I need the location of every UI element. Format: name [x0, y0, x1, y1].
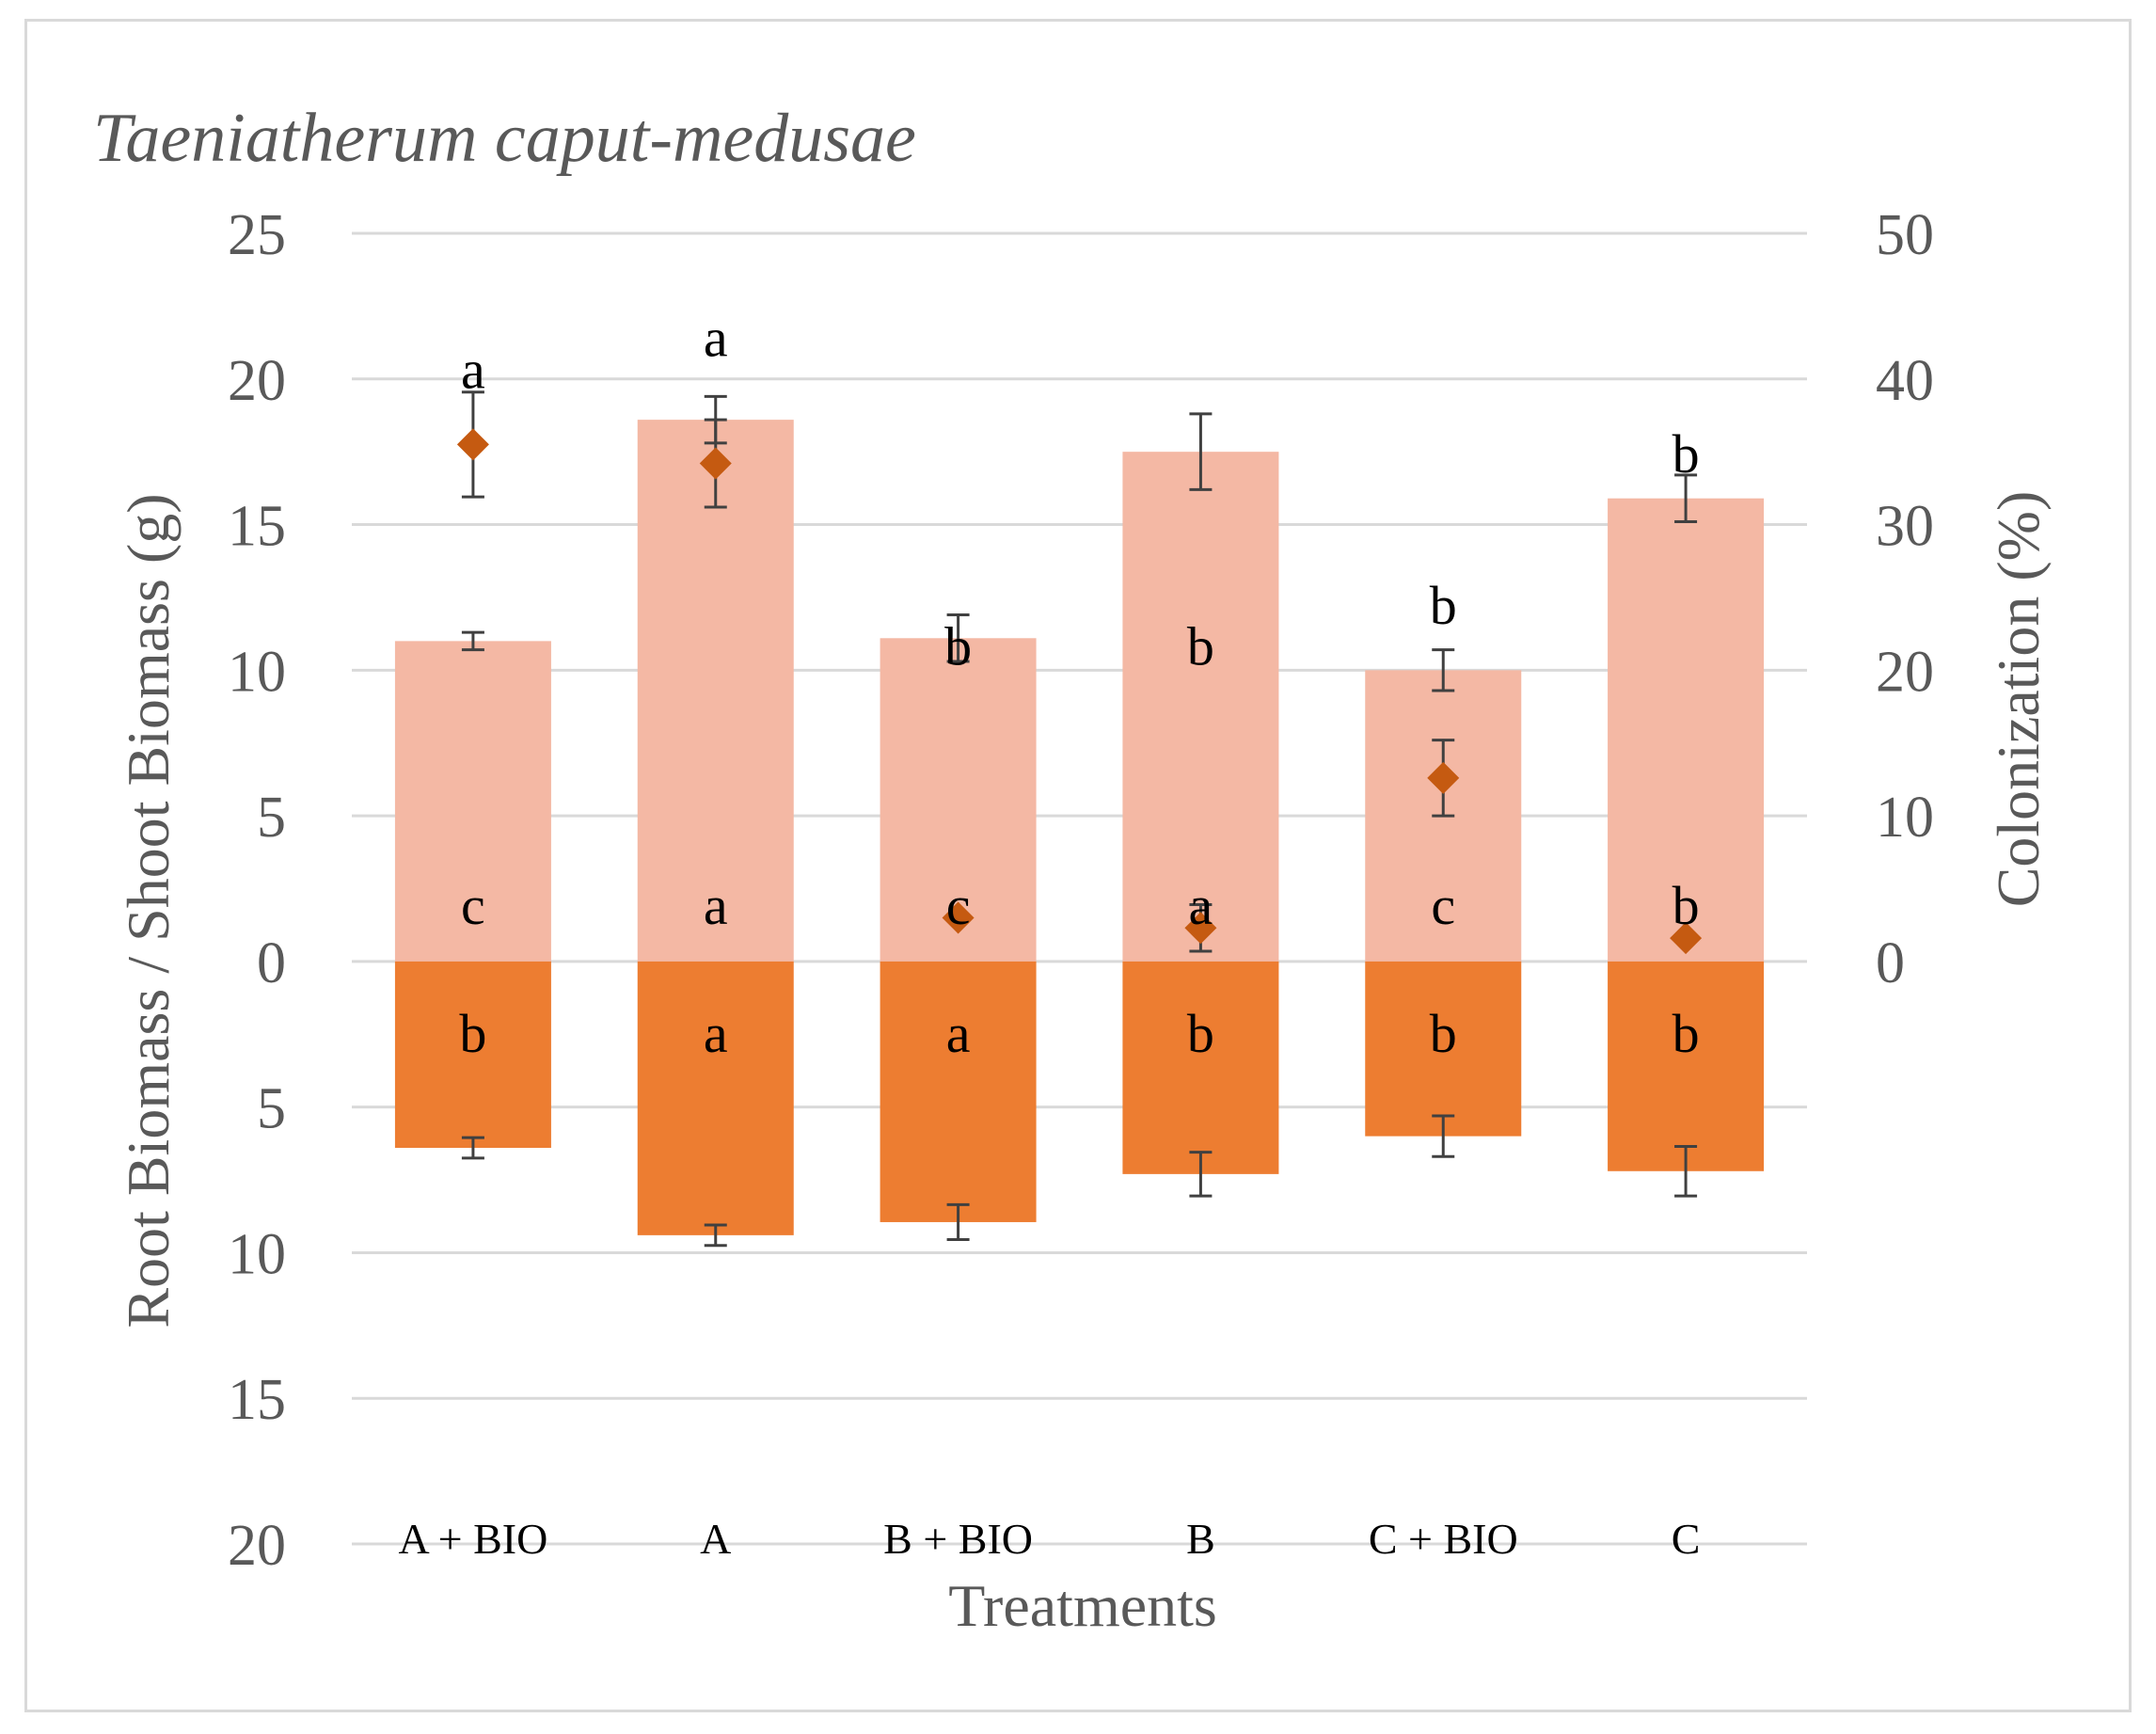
y-axis-ticks: 25 20 15 10 5 0 5 10 15 20 [228, 203, 286, 1578]
y-axis-label: Root Biomass / Shoot Biomass (g) [115, 493, 182, 1328]
colonization-marker [699, 447, 732, 480]
root-sig-label: b [459, 1003, 486, 1064]
y2-tick-label: 30 [1876, 495, 1934, 559]
root-error-bar [1674, 1144, 1698, 1198]
y2-tick-label: 40 [1876, 349, 1934, 413]
y2-tick-label: 20 [1876, 640, 1934, 704]
shoot-error-bar [946, 613, 970, 663]
shoot-sig-label: a [1189, 875, 1213, 936]
chart-svg: Taeniatherum caput-medusae cbaaaacababbc… [93, 100, 2052, 1639]
root-error-bar [946, 1202, 970, 1242]
colonization-sig-label: a [704, 307, 728, 368]
root-sig-label: b [1672, 1003, 1700, 1064]
colonization-sig-label: b [944, 615, 972, 676]
colonization-marker [1427, 761, 1460, 794]
root-bar [1365, 961, 1522, 1137]
y-tick-label: 0 [257, 931, 286, 995]
y-tick-label: 20 [228, 1514, 286, 1578]
root-sig-label: b [1187, 1003, 1214, 1064]
shoot-error-bar [1189, 412, 1213, 491]
root-bar [1608, 961, 1765, 1171]
x-axis-label: Treatments [948, 1572, 1217, 1639]
shoot-error-bar [461, 630, 484, 652]
category-labels: A + BIO A B + BIO B C + BIO C [398, 1515, 1700, 1563]
colonization-marker [1184, 912, 1217, 945]
error-bars [461, 390, 1698, 1248]
category-label: B [1186, 1515, 1215, 1563]
y-tick-label: 5 [257, 786, 286, 850]
colonization-sig-label: b [1430, 575, 1457, 636]
category-label: C [1672, 1515, 1701, 1563]
root-error-bar [1432, 1114, 1455, 1158]
shoot-sig-label: a [704, 875, 728, 936]
root-bar [880, 961, 1037, 1222]
colonization-sig-label: b [1672, 423, 1700, 485]
colonization-sig-label: a [461, 339, 485, 400]
colonization-marker [1670, 922, 1703, 955]
y-tick-label: 25 [228, 203, 286, 267]
root-sig-label: a [704, 1003, 728, 1064]
root-bar [394, 961, 551, 1149]
shoot-bar [1122, 452, 1279, 962]
root-error-bar [1189, 1151, 1213, 1198]
shoot-error-bar [1674, 473, 1698, 523]
root-error-bar [704, 1223, 727, 1248]
category-label: A + BIO [398, 1515, 547, 1563]
y-tick-label: 15 [228, 495, 286, 559]
shoot-bar [394, 641, 551, 962]
colonization-marker [456, 428, 489, 461]
root-sig-label: a [946, 1003, 971, 1064]
category-label: C + BIO [1369, 1515, 1518, 1563]
chart-title: Taeniatherum caput-medusae [93, 100, 916, 177]
y2-axis-ticks: 50 40 30 20 10 0 [1876, 203, 1934, 995]
bars [394, 420, 1765, 1235]
y2-tick-label: 10 [1876, 786, 1934, 850]
y-tick-label: 10 [228, 1222, 286, 1286]
shoot-sig-label: b [1672, 875, 1700, 936]
shoot-bar [1608, 498, 1765, 962]
shoot-error-bar [1432, 648, 1455, 692]
colonization-sig-label: b [1187, 615, 1214, 676]
category-label: A [700, 1515, 731, 1563]
y-tick-label: 5 [257, 1077, 286, 1141]
shoot-sig-label: c [1431, 875, 1455, 936]
colonization-marker [942, 901, 975, 934]
root-bar [1122, 961, 1279, 1174]
shoot-bar [637, 420, 794, 962]
y-tick-label: 10 [228, 640, 286, 704]
root-sig-label: b [1430, 1003, 1457, 1064]
y2-tick-label: 50 [1876, 203, 1934, 267]
y2-tick-label: 0 [1876, 931, 1905, 995]
root-error-bar [461, 1136, 484, 1160]
category-label: B + BIO [883, 1515, 1033, 1563]
y-tick-label: 20 [228, 349, 286, 413]
y-tick-label: 15 [228, 1368, 286, 1432]
shoot-sig-label: c [461, 875, 485, 936]
shoot-sig-label: c [946, 875, 971, 936]
significance-labels: c b a a a a c a b a b b c b b b b b [459, 307, 1699, 1064]
y2-axis-label: Colonization (%) [1985, 491, 2052, 908]
colonization-markers [456, 428, 1703, 955]
gridlines [352, 231, 1807, 1546]
root-bar [637, 961, 794, 1235]
